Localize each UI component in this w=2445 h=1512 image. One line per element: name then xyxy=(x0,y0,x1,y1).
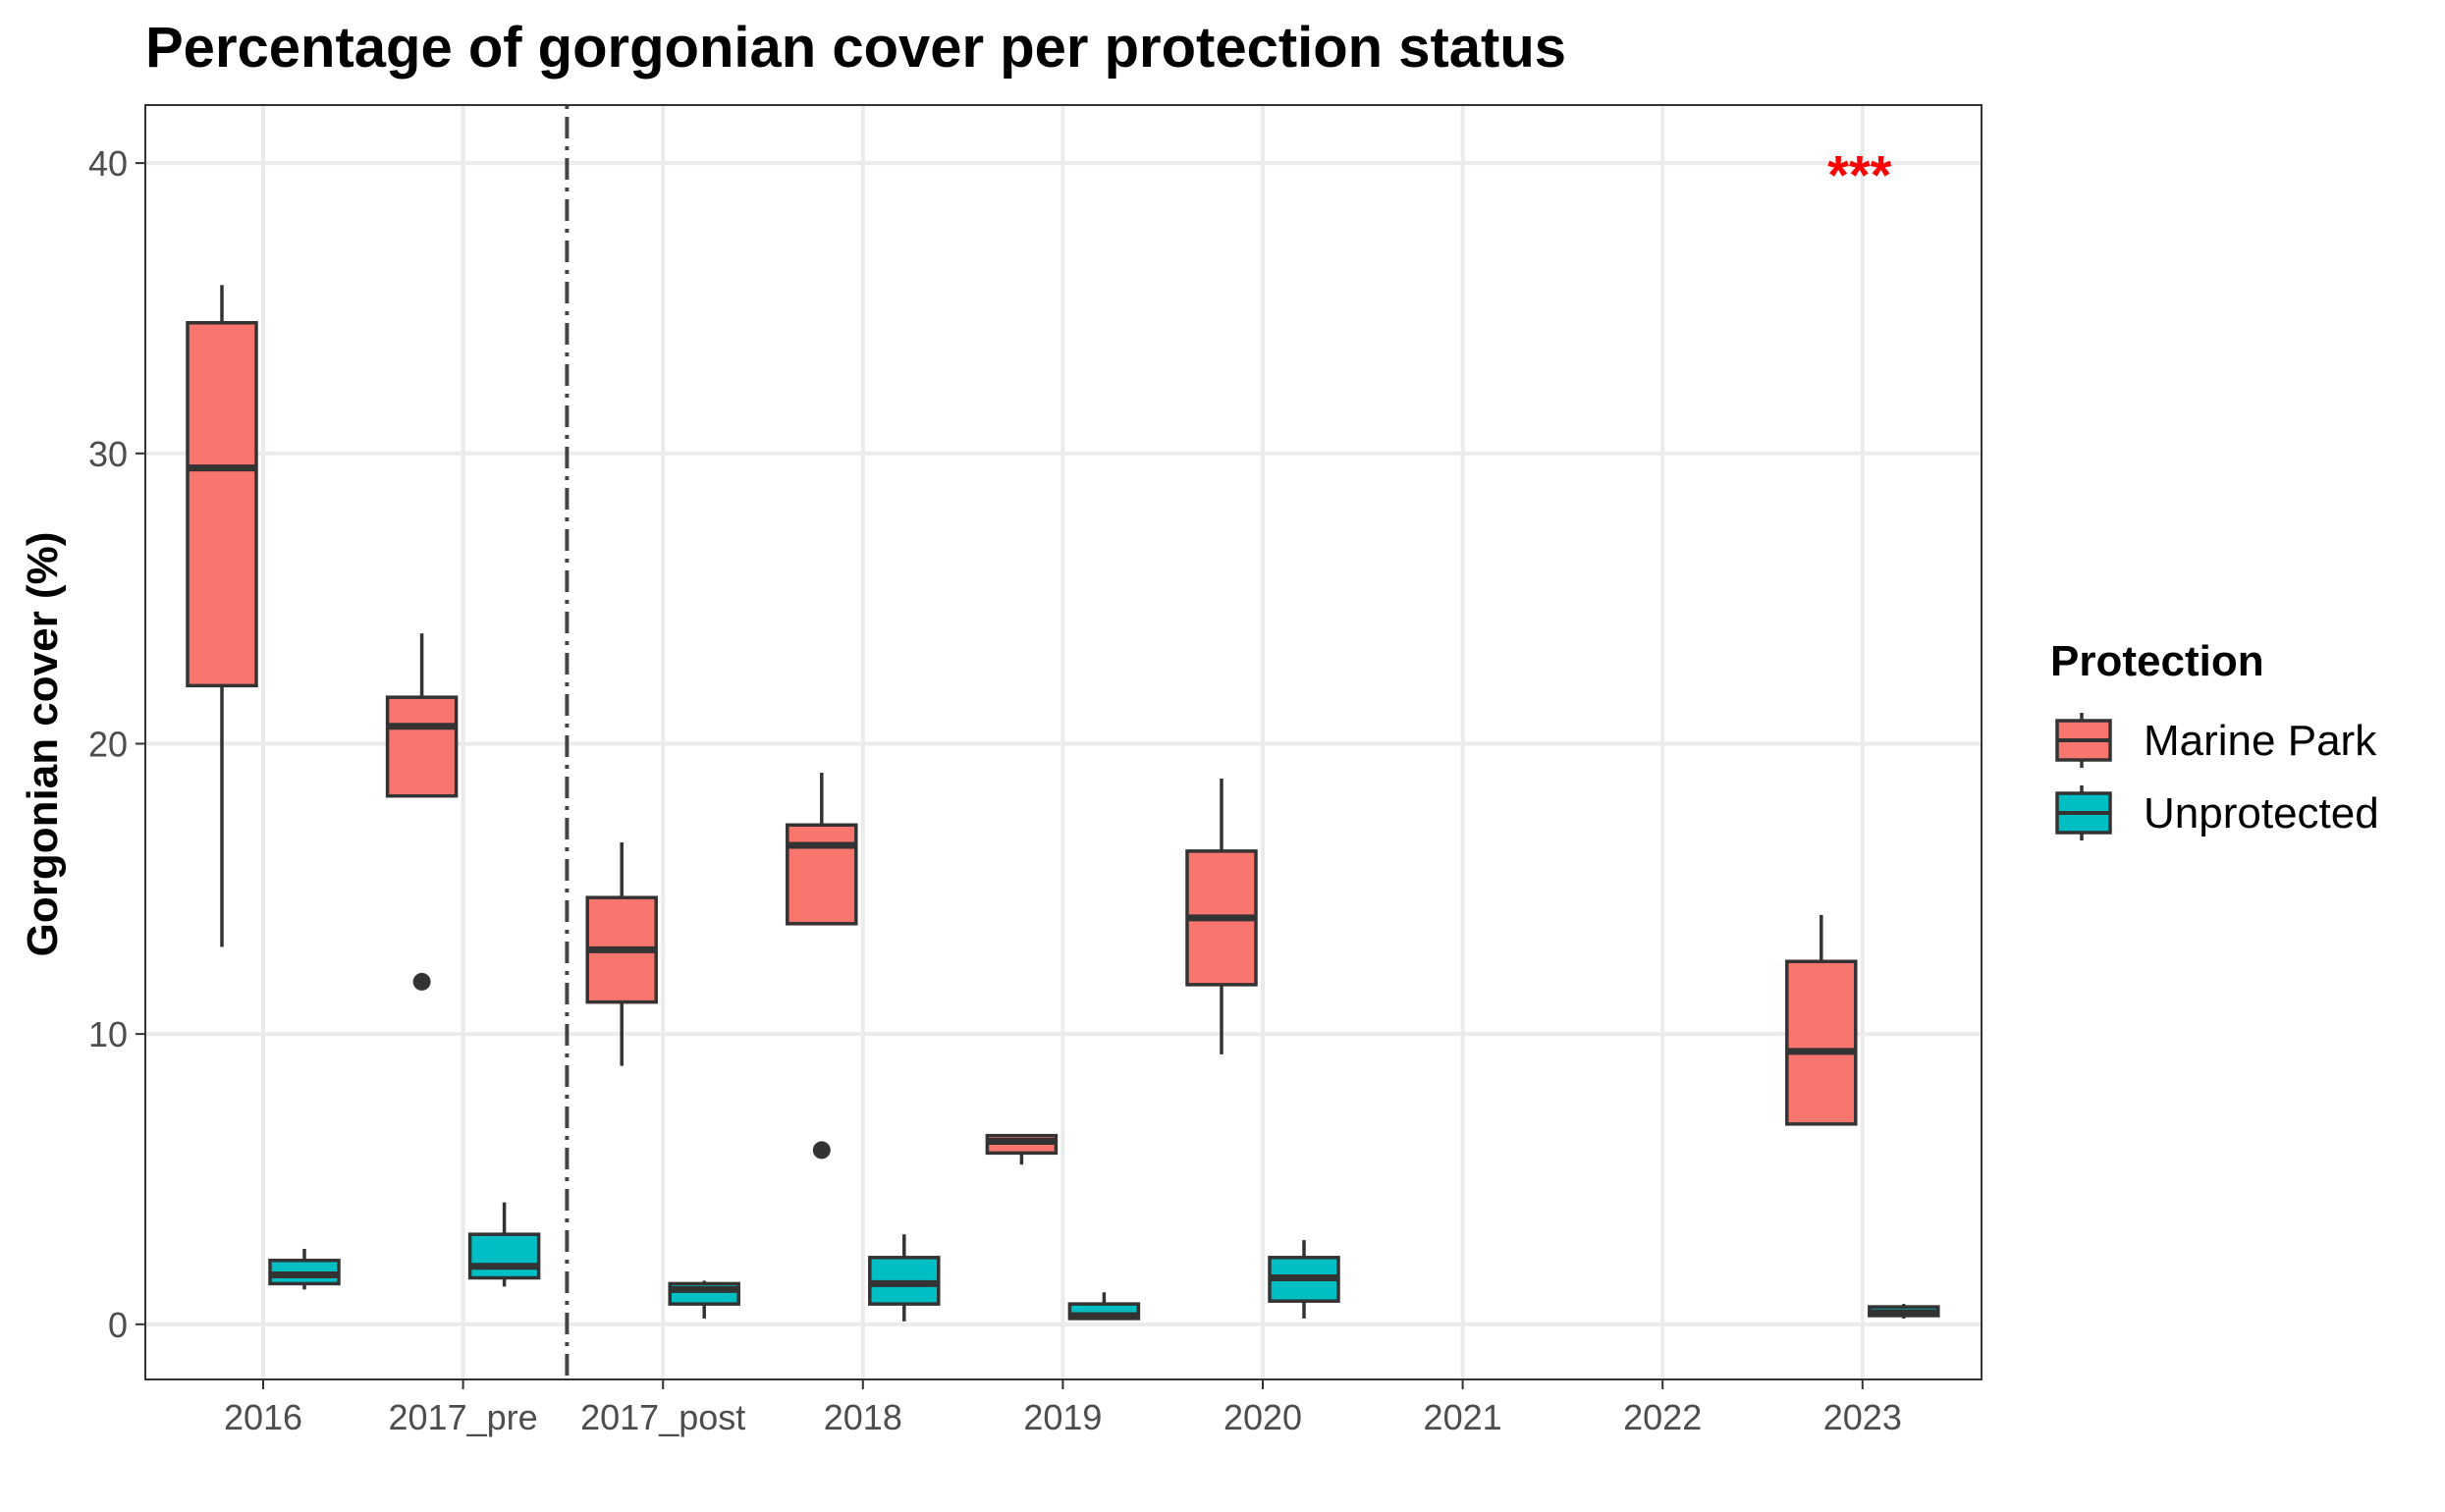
box-marine-park-2018 xyxy=(786,773,858,1160)
box-marine-park-2017_pre xyxy=(385,633,459,991)
legend-label-unprotected: Unprotected xyxy=(2144,789,2379,837)
box-unprotected-2017_pre xyxy=(467,1202,541,1287)
x-tick-label: 2023 xyxy=(1823,1397,1902,1437)
box-unprotected-2016 xyxy=(268,1248,341,1290)
box-unprotected-2018 xyxy=(868,1234,941,1322)
x-tick-label: 2016 xyxy=(224,1397,302,1437)
x-tick-label: 2022 xyxy=(1623,1397,1702,1437)
box-marine-park-2023 xyxy=(1785,914,1858,1126)
x-tick-label: 2021 xyxy=(1424,1397,1502,1437)
box-layer xyxy=(186,285,1940,1322)
legend-key-unprotected xyxy=(2055,785,2112,840)
axis-layer: 0 10 20 30 40 2016 2017_pre 2017_post 2018 2019 20… xyxy=(88,143,1902,1437)
box-body xyxy=(467,1232,541,1280)
legend-label-marine-park: Marine Park xyxy=(2144,717,2377,765)
y-tick-label: 0 xyxy=(108,1305,128,1345)
x-tick-label: 2017_pre xyxy=(389,1397,538,1437)
x-tick-label: 2019 xyxy=(1023,1397,1102,1437)
box-unprotected-2020 xyxy=(1268,1240,1340,1319)
chart-title: Percentage of gorgonian cover per protec… xyxy=(145,16,1566,80)
x-tick-label: 2018 xyxy=(824,1397,902,1437)
box-marine-park-2019 xyxy=(985,1133,1059,1165)
x-tick-label: 2020 xyxy=(1223,1397,1302,1437)
legend-key-marine-park xyxy=(2055,713,2112,768)
box-body xyxy=(1785,959,1858,1126)
box-unprotected-2017_post xyxy=(668,1280,740,1319)
box-marine-park-2020 xyxy=(1185,778,1258,1054)
legend: Protection Marine Park Unprotected xyxy=(2050,637,2379,840)
outlier-point xyxy=(812,1141,831,1160)
y-tick-label: 40 xyxy=(88,143,128,184)
box-marine-park-2017_post xyxy=(585,842,658,1066)
legend-title: Protection xyxy=(2050,637,2264,685)
box-body xyxy=(385,695,459,798)
box-body xyxy=(186,321,258,688)
y-tick-label: 10 xyxy=(88,1014,128,1054)
y-tick-label: 20 xyxy=(88,724,128,764)
outlier-point xyxy=(412,972,431,991)
box-unprotected-2019 xyxy=(1067,1292,1141,1321)
y-axis-title: Gorgonian cover (%) xyxy=(19,532,67,957)
y-tick-label: 30 xyxy=(88,434,128,474)
box-unprotected-2023 xyxy=(1868,1304,1940,1319)
box-body xyxy=(786,823,858,926)
x-tick-label: 2017_post xyxy=(580,1397,745,1437)
significance-annotation: *** xyxy=(1827,143,1892,205)
box-marine-park-2016 xyxy=(186,285,258,947)
